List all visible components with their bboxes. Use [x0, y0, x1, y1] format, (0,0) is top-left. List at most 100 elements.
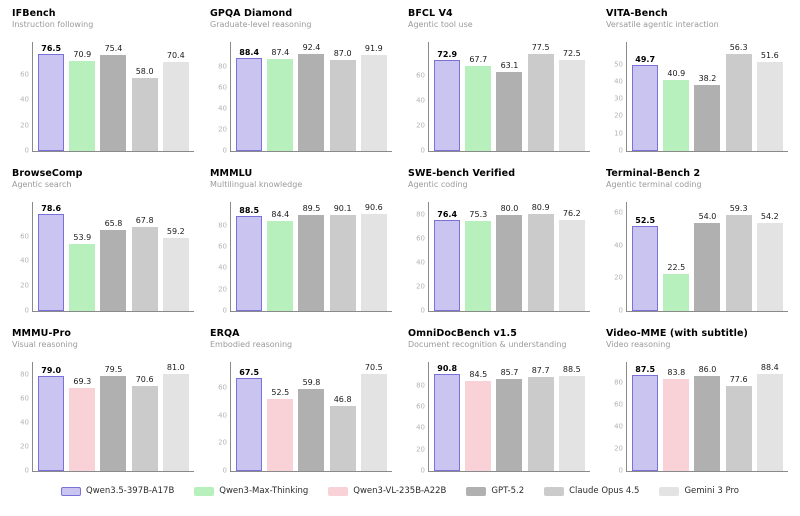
- bar-value-label: 70.6: [135, 375, 154, 385]
- y-axis-tick-label: 20: [218, 438, 227, 447]
- y-axis-tick-label: 80: [416, 381, 425, 390]
- plot-area: 0 20 40 60 72.9 67.7 63.1 77.5 72.5: [416, 42, 590, 154]
- legend-item-qwen3-vl-235b-a22b: Qwen3-VL-235B-A22B: [328, 486, 446, 496]
- bar-value-label: 90.1: [333, 203, 352, 213]
- chart-title: Terminal-Bench 2: [606, 168, 701, 179]
- bar-qwen3-5-397b-a17b: 72.9: [434, 50, 461, 151]
- chart-subtitle: Agentic tool use: [408, 20, 473, 29]
- legend-label: Gemini 3 Pro: [684, 486, 739, 496]
- bar-gpt-5-2: 75.4: [100, 44, 127, 151]
- bar-gpt-5-2: 65.8: [100, 219, 127, 311]
- bar-gpt-5-2: 92.4: [298, 43, 325, 151]
- y-axis-tick-label: 60: [20, 70, 29, 79]
- chart-title: SWE-bench Verified: [408, 168, 516, 179]
- y-axis-tick-label: 40: [416, 96, 425, 105]
- bar-value-label: 75.3: [469, 209, 488, 219]
- chart-subtitle: Agentic terminal coding: [606, 180, 702, 189]
- chart-subtitle: Agentic coding: [408, 180, 468, 189]
- bar-value-label: 77.6: [729, 374, 748, 384]
- legend-label: Qwen3-Max-Thinking: [219, 486, 309, 496]
- y-axis-tick-label: 40: [20, 256, 29, 265]
- bar-value-label: 67.8: [135, 216, 154, 226]
- y-axis-tick-label: 40: [614, 77, 623, 86]
- bar-gpt-5-2: 63.1: [496, 61, 523, 151]
- bar-qwen3-max-thinking: 87.4: [267, 48, 294, 151]
- y-axis-tick-label: 60: [416, 402, 425, 411]
- y-axis-tick-label: 0: [618, 466, 623, 475]
- bar-value-label: 90.8: [437, 363, 458, 373]
- chart-title: OmniDocBench v1.5: [408, 328, 517, 339]
- y-axis-tick-label: 60: [614, 400, 623, 409]
- y-axis-tick-label: 60: [614, 208, 623, 217]
- legend-swatch-icon: [544, 486, 565, 496]
- legend-swatch-icon: [328, 486, 349, 496]
- chart-gpqa-diamond: GPQA Diamond Graduate-level reasoning 0 20 4…: [210, 8, 392, 154]
- chart-title: MMMLU: [210, 168, 253, 179]
- bar-value-label: 52.5: [271, 387, 290, 397]
- y-axis-tick-label: 20: [416, 121, 425, 130]
- y-axis-tick-label: 0: [222, 306, 227, 315]
- chart-subtitle: Video reasoning: [606, 340, 671, 349]
- chart-subtitle: Multilingual knowledge: [210, 180, 303, 189]
- chart-title: IFBench: [12, 8, 56, 19]
- bar-claude-opus-4-5: 56.3: [725, 43, 752, 151]
- bar-value-label: 75.4: [104, 44, 123, 54]
- bar-gpt-5-2: 38.2: [694, 74, 721, 151]
- bar-gemini-3-pro: 72.5: [558, 49, 585, 151]
- y-axis-tick-label: 60: [218, 83, 227, 92]
- chart-title: MMMU-Pro: [12, 328, 71, 339]
- bar-qwen3-max-thinking: 22.5: [663, 263, 690, 311]
- bar-qwen3-5-397b-a17b: 76.4: [434, 210, 461, 311]
- y-axis-tick-label: 20: [20, 442, 29, 451]
- bar-value-label: 92.4: [302, 43, 321, 53]
- chart-title: BrowseComp: [12, 168, 83, 179]
- y-axis-tick-label: 80: [218, 221, 227, 230]
- plot-area: 0 20 40 60 52.5 22.5 54.0 59.3 54.2: [614, 202, 788, 314]
- bar-value-label: 87.7: [531, 366, 550, 376]
- legend-item-claude-opus-4-5: Claude Opus 4.5: [544, 486, 639, 496]
- chart-omnidocbench-v1-5: OmniDocBench v1.5 Document recognition & …: [408, 328, 590, 475]
- bar-gemini-3-pro: 70.4: [162, 51, 189, 151]
- y-axis-tick-label: 50: [614, 60, 623, 68]
- bar-qwen3-5-397b-a17b: 79.0: [38, 366, 65, 471]
- y-axis-tick-label: 40: [614, 422, 623, 431]
- plot-area: 0 20 40 60 80 88.5 84.4 89.5 90.1 90.6: [218, 202, 392, 314]
- bar-value-label: 80.9: [531, 203, 550, 213]
- y-axis-tick-label: 40: [416, 423, 425, 432]
- bar-value-label: 40.9: [667, 69, 686, 79]
- bar-claude-opus-4-5: 70.6: [131, 375, 158, 471]
- legend-swatch-icon: [466, 486, 487, 496]
- chart-subtitle: Embodied reasoning: [210, 340, 293, 349]
- bar-gpt-5-2: 86.0: [694, 365, 721, 471]
- legend-label: Qwen3.5-397B-A17B: [86, 486, 175, 496]
- y-axis-tick-label: 20: [416, 445, 425, 454]
- chart-title: ERQA: [210, 328, 240, 339]
- chart-terminal-bench-2: Terminal-Bench 2 Agentic terminal coding 0…: [606, 168, 788, 314]
- bar-gemini-3-pro: 90.6: [360, 203, 387, 311]
- bar-value-label: 87.4: [271, 48, 290, 58]
- bar-value-label: 38.2: [698, 73, 717, 83]
- bar-value-label: 70.4: [166, 50, 185, 60]
- bar-qwen3-5-397b-a17b: 67.5: [236, 368, 263, 471]
- y-axis-tick-label: 0: [618, 146, 623, 155]
- bar-value-label: 46.8: [333, 395, 352, 405]
- bar-value-label: 56.3: [729, 42, 748, 52]
- bar-gpt-5-2: 79.5: [100, 365, 127, 471]
- plot-area: 0 20 40 60 80 88.4 87.4 92.4 87.0 91.9: [218, 42, 392, 154]
- legend-label: GPT-5.2: [491, 486, 525, 496]
- bar-value-label: 89.5: [302, 204, 321, 214]
- y-axis-tick-label: 40: [218, 263, 227, 272]
- bar-qwen3-max-thinking: 53.9: [69, 233, 96, 311]
- bar-value-label: 76.2: [562, 208, 581, 218]
- bar-qwen3-5-397b-a17b: 88.5: [236, 206, 263, 311]
- legend-item-gemini-3-pro: Gemini 3 Pro: [659, 486, 739, 496]
- legend-swatch-icon: [61, 486, 82, 496]
- bar-value-label: 49.7: [635, 55, 656, 65]
- legend-swatch-icon: [659, 486, 680, 496]
- bar-qwen3-max-thinking: 40.9: [663, 69, 690, 151]
- bar-value-label: 70.5: [364, 362, 383, 372]
- y-axis-tick-label: 0: [420, 466, 425, 475]
- chart-title: VITA-Bench: [606, 8, 668, 19]
- y-axis-tick-label: 0: [420, 146, 425, 155]
